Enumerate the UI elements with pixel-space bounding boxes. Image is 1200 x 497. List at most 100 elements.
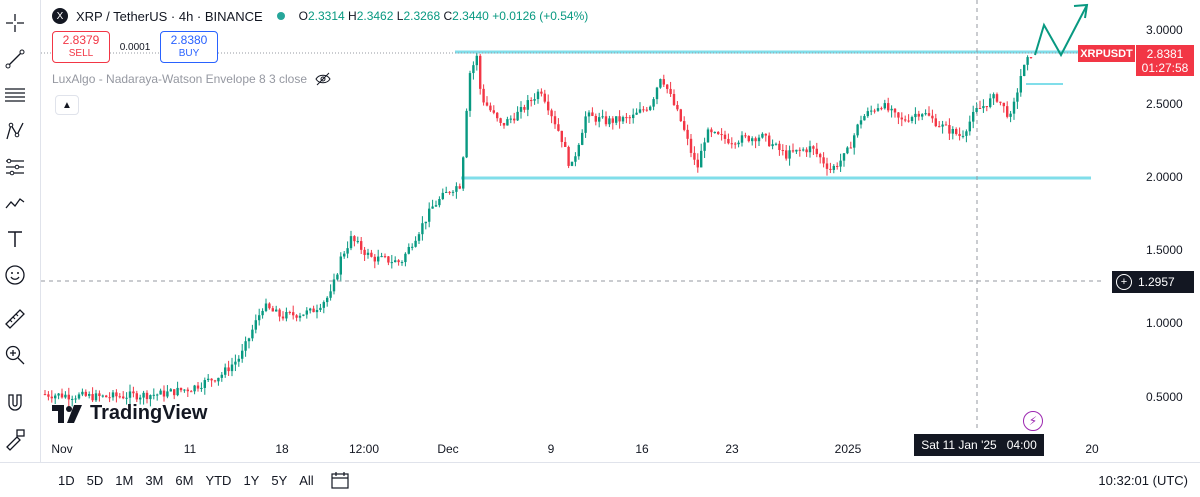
price-axis[interactable] — [1101, 0, 1200, 462]
ruler-icon[interactable] — [2, 306, 28, 332]
candle-body — [513, 118, 516, 121]
brush-icon[interactable] — [2, 190, 28, 216]
range-ytd[interactable]: YTD — [205, 473, 232, 488]
candle-body — [438, 199, 441, 206]
candle-body — [445, 191, 448, 193]
time-label: 11 — [183, 442, 197, 456]
candle-body — [1006, 106, 1009, 117]
zoom-icon[interactable] — [2, 342, 28, 368]
candle-body — [683, 121, 686, 130]
range-5y[interactable]: 5Y — [271, 473, 288, 488]
range-3m[interactable]: 3M — [145, 473, 164, 488]
candle-body — [424, 221, 427, 224]
range-1m[interactable]: 1M — [115, 473, 134, 488]
range-all[interactable]: All — [299, 473, 314, 488]
candle-body — [77, 394, 81, 399]
trend-line-icon[interactable] — [2, 46, 28, 72]
last-price-badge: 2.8381 01:27:58 — [1136, 45, 1194, 76]
candle-body — [57, 393, 60, 396]
candle-body — [686, 129, 689, 139]
candle-body — [489, 105, 492, 111]
candle-body — [900, 117, 903, 120]
candle-body — [927, 113, 931, 116]
projection-arrow — [1034, 4, 1088, 58]
candle-body — [353, 236, 356, 242]
candle-body — [1023, 64, 1026, 77]
candle-body — [264, 303, 268, 311]
candle-body — [696, 159, 699, 168]
sell-button[interactable]: 2.8379 SELL — [52, 31, 110, 63]
lock-drawing-icon[interactable] — [2, 426, 28, 452]
calendar-icon[interactable] — [330, 470, 350, 490]
candle-body — [475, 55, 478, 66]
candle-body — [632, 114, 635, 119]
fib-icon[interactable] — [2, 82, 28, 108]
price-chart[interactable] — [41, 0, 1101, 462]
crosshair-icon[interactable] — [2, 10, 28, 36]
candle-body — [907, 120, 910, 122]
candle-body — [271, 308, 274, 312]
candle-body — [924, 113, 927, 115]
candle-body — [465, 110, 468, 158]
candle-body — [43, 394, 47, 396]
utc-clock[interactable]: 10:32:01 (UTC) — [1098, 473, 1188, 488]
range-1d[interactable]: 1D — [58, 473, 75, 488]
candle-body — [186, 389, 189, 392]
candle-body — [757, 137, 761, 142]
candle-body — [502, 122, 506, 126]
candle-body — [995, 94, 999, 102]
time-label: 12:00 — [348, 442, 380, 456]
candle-body — [387, 256, 390, 263]
candle-body — [536, 91, 540, 100]
buy-button[interactable]: 2.8380 BUY — [160, 31, 218, 63]
candle-body — [383, 256, 387, 258]
text-icon[interactable] — [2, 226, 28, 252]
candle-body — [302, 314, 305, 316]
candle-body — [288, 311, 291, 313]
chart-legend: X XRP / TetherUS · 4h · BINANCE O2.3314 … — [52, 6, 588, 26]
candle-body — [564, 141, 567, 147]
collapse-legend-button[interactable]: ▲ — [55, 95, 79, 115]
magnet-icon[interactable] — [2, 390, 28, 416]
range-5d[interactable]: 5D — [86, 473, 104, 488]
candle-body — [601, 116, 604, 118]
plus-icon[interactable]: + — [1116, 274, 1132, 290]
candle-body — [173, 389, 176, 396]
candle-body — [533, 99, 536, 101]
candle-body — [434, 205, 438, 207]
flash-icon[interactable]: ⚡ — [1023, 411, 1043, 431]
candle-body — [285, 311, 288, 319]
candle-body — [604, 116, 608, 125]
price-label: 3.0000 — [1146, 23, 1183, 37]
candle-body — [859, 120, 863, 125]
candle-body — [768, 135, 771, 147]
candle-body — [111, 392, 115, 398]
candle-body — [938, 126, 941, 128]
candle-body — [526, 100, 529, 110]
range-6m[interactable]: 6M — [175, 473, 194, 488]
indicator-legend[interactable]: LuxAlgo - Nadaraya-Watson Envelope 8 3 c… — [52, 72, 331, 86]
candle-body — [261, 310, 264, 316]
candle-body — [730, 143, 733, 145]
range-1y[interactable]: 1Y — [243, 473, 260, 488]
projection-icon[interactable] — [2, 154, 28, 180]
candle-body — [717, 132, 720, 135]
candle-body — [621, 117, 625, 122]
candle-body — [1029, 57, 1033, 59]
candle-body — [567, 146, 570, 166]
pattern-icon[interactable] — [2, 118, 28, 144]
candle-body — [411, 246, 414, 248]
eye-off-icon[interactable] — [315, 72, 331, 86]
candle-body — [941, 124, 944, 127]
range-selector: 1D 5D 1M 3M 6M YTD 1Y 5Y All — [58, 473, 314, 488]
emoji-icon[interactable] — [2, 262, 28, 288]
candle-body — [594, 115, 597, 122]
candle-body — [162, 390, 166, 397]
candle-body — [890, 108, 893, 111]
crosshair-time-label: Sat 11 Jan '25 04:00 — [914, 434, 1044, 456]
candle-body — [370, 252, 373, 257]
candle-body — [581, 132, 584, 145]
candle-body — [672, 94, 676, 105]
candle-body — [224, 367, 227, 375]
symbol-title[interactable]: XRP / TetherUS · 4h · BINANCE — [76, 8, 263, 24]
